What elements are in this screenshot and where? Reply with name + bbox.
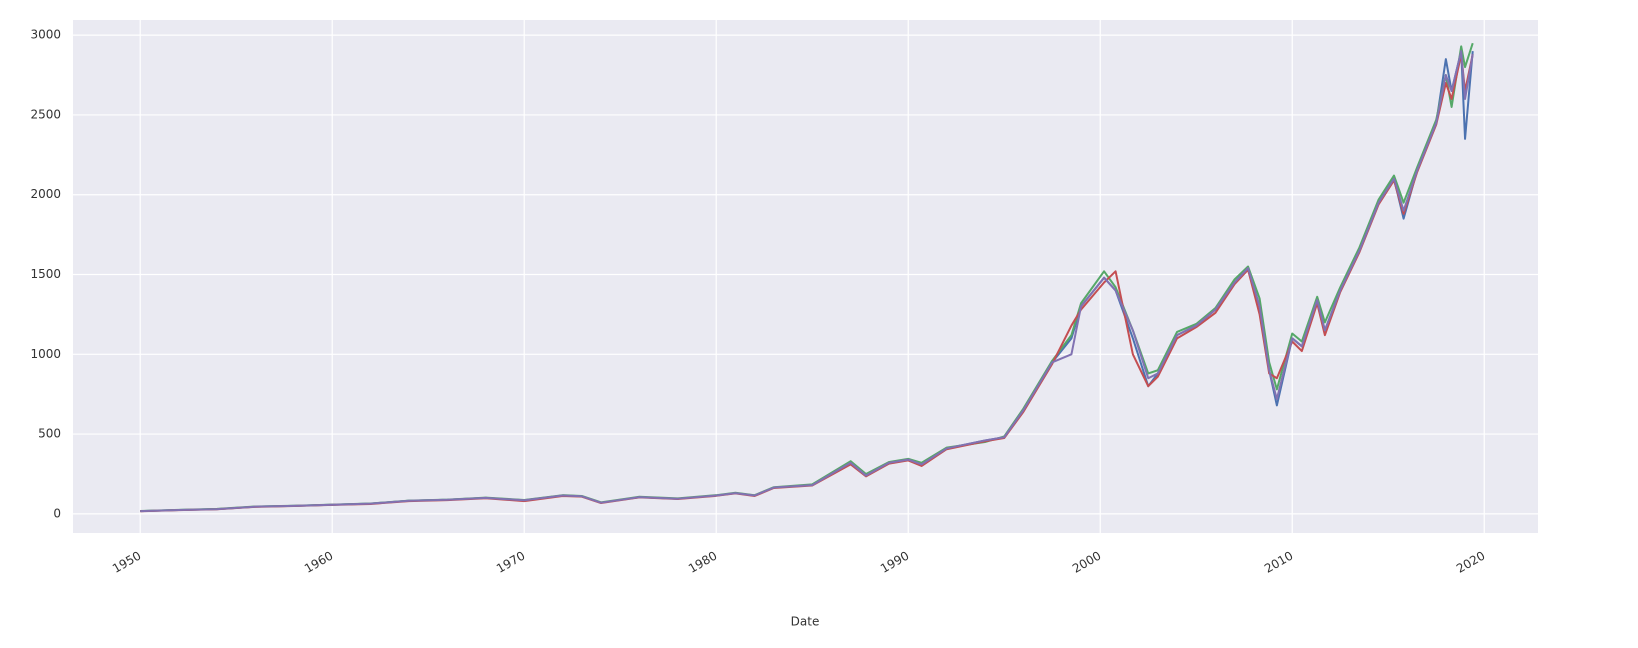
- y-tick-label: 2000: [30, 187, 61, 201]
- series-line: [140, 50, 1474, 513]
- x-tick-label: 1980: [686, 549, 719, 576]
- x-tick-label: 2010: [1262, 549, 1295, 576]
- x-tick-label: 2000: [1070, 549, 1103, 576]
- x-axis-label: Date: [791, 615, 820, 629]
- y-tick-label: 1000: [30, 347, 61, 361]
- x-tick-label: 1950: [110, 549, 143, 576]
- y-tick-label: 500: [38, 427, 61, 441]
- x-tick-label: 1960: [302, 549, 335, 576]
- x-tick-label: 2020: [1454, 549, 1487, 576]
- x-tick-label: 1990: [878, 549, 911, 576]
- y-tick-label: 1500: [30, 267, 61, 281]
- y-tick-label: 0: [53, 506, 61, 520]
- y-tick-label: 2500: [30, 107, 61, 121]
- plot-area: [73, 20, 1538, 533]
- x-tick-label: 1970: [494, 549, 527, 576]
- y-tick-label: 3000: [30, 28, 61, 42]
